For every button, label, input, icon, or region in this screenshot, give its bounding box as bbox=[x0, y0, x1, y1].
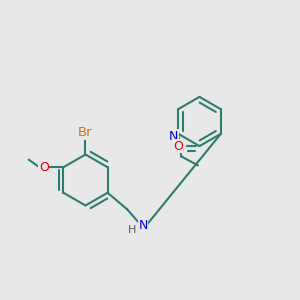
Text: O: O bbox=[39, 161, 49, 174]
Text: H: H bbox=[128, 225, 136, 235]
Text: O: O bbox=[174, 140, 183, 153]
Text: Br: Br bbox=[78, 126, 93, 139]
Text: N: N bbox=[169, 130, 178, 143]
Text: N: N bbox=[138, 219, 148, 232]
